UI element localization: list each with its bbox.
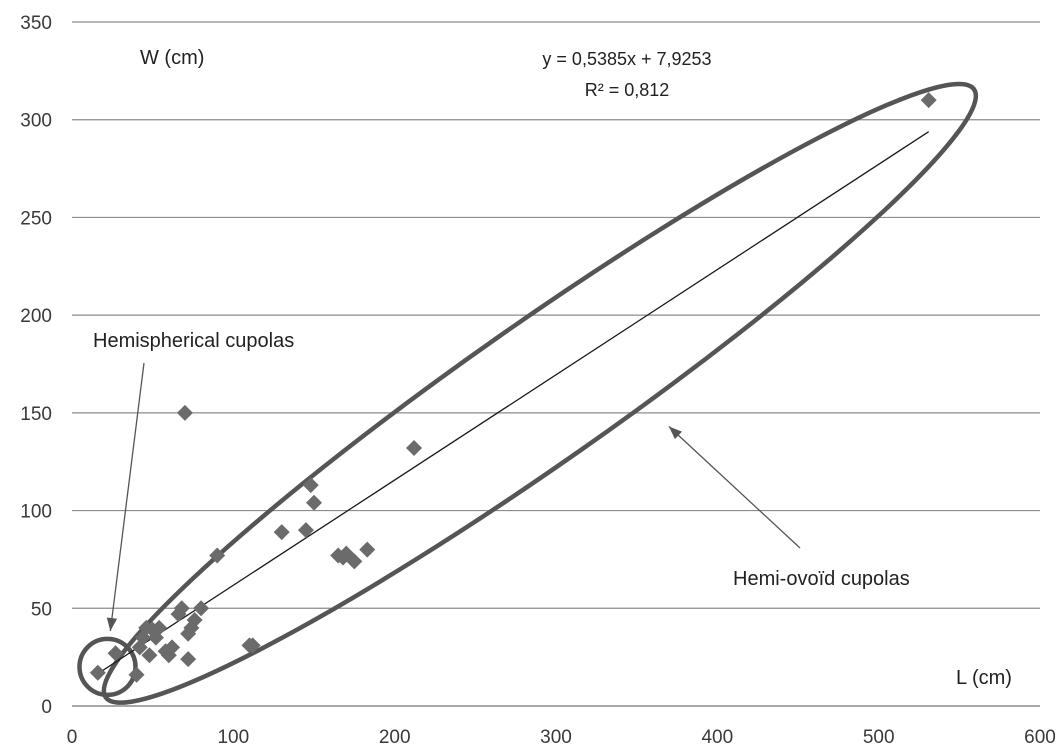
x-tick-label: 300 — [540, 727, 572, 748]
data-point — [209, 547, 226, 564]
y-tick-label: 300 — [20, 111, 52, 132]
arrow-hemispherical-head — [106, 617, 118, 632]
hemi-ovoid-ellipse — [101, 81, 979, 705]
hemispherical-circle — [77, 636, 138, 698]
y-tick-label: 150 — [20, 404, 52, 425]
y-tick-label: 250 — [20, 208, 52, 229]
data-point — [346, 553, 363, 570]
x-tick-label: 600 — [1024, 727, 1056, 748]
trendline-r2: R² = 0,812 — [585, 80, 670, 100]
data-point — [359, 541, 376, 558]
x-tick-label: 0 — [67, 727, 78, 748]
data-point — [180, 651, 197, 668]
trendline-equation: y = 0,5385x + 7,9253 — [542, 49, 711, 69]
data-points — [89, 92, 937, 683]
data-point — [128, 666, 145, 683]
x-axis-label: L (cm) — [956, 667, 1012, 689]
data-point — [306, 494, 322, 511]
data-point — [302, 477, 319, 494]
x-tick-label: 200 — [379, 727, 411, 748]
x-tick-labels: 0 100 200 300 400 500 600 — [67, 727, 1056, 748]
data-point — [297, 522, 314, 539]
annotation-hemispherical: Hemispherical cupolas — [93, 330, 294, 352]
y-tick-label: 200 — [20, 306, 52, 327]
annotation-hemi-ovoid: Hemi-ovoïd cupolas — [733, 568, 910, 590]
x-tick-label: 500 — [863, 727, 895, 748]
trendline — [97, 131, 930, 675]
data-point — [273, 524, 290, 541]
y-tick-label: 50 — [31, 599, 52, 620]
annotation-arrows — [106, 362, 801, 632]
data-point — [920, 92, 937, 109]
annotation-shapes — [77, 81, 979, 705]
y-axis-label: W (cm) — [140, 47, 204, 69]
data-point — [406, 440, 423, 457]
x-tick-label: 100 — [217, 727, 249, 748]
arrow-hemi-ovoid — [668, 426, 801, 549]
data-point — [244, 637, 261, 654]
data-point — [193, 600, 210, 617]
data-point — [173, 600, 190, 617]
data-point — [107, 645, 124, 662]
y-tick-label: 0 — [41, 697, 52, 718]
data-point — [176, 404, 193, 421]
y-tick-label: 350 — [20, 13, 52, 34]
gridlines — [72, 21, 1040, 609]
data-point — [186, 612, 203, 629]
data-point — [164, 639, 181, 656]
y-tick-label: 100 — [20, 502, 52, 523]
y-tick-labels: 0 50 100 150 200 250 300 350 — [20, 13, 52, 718]
arrow-hemi-ovoid-head — [668, 426, 682, 440]
x-tick-label: 400 — [701, 727, 733, 748]
data-point — [89, 664, 106, 681]
data-point — [151, 619, 168, 636]
arrow-hemispherical — [109, 362, 145, 632]
data-point — [141, 647, 158, 664]
